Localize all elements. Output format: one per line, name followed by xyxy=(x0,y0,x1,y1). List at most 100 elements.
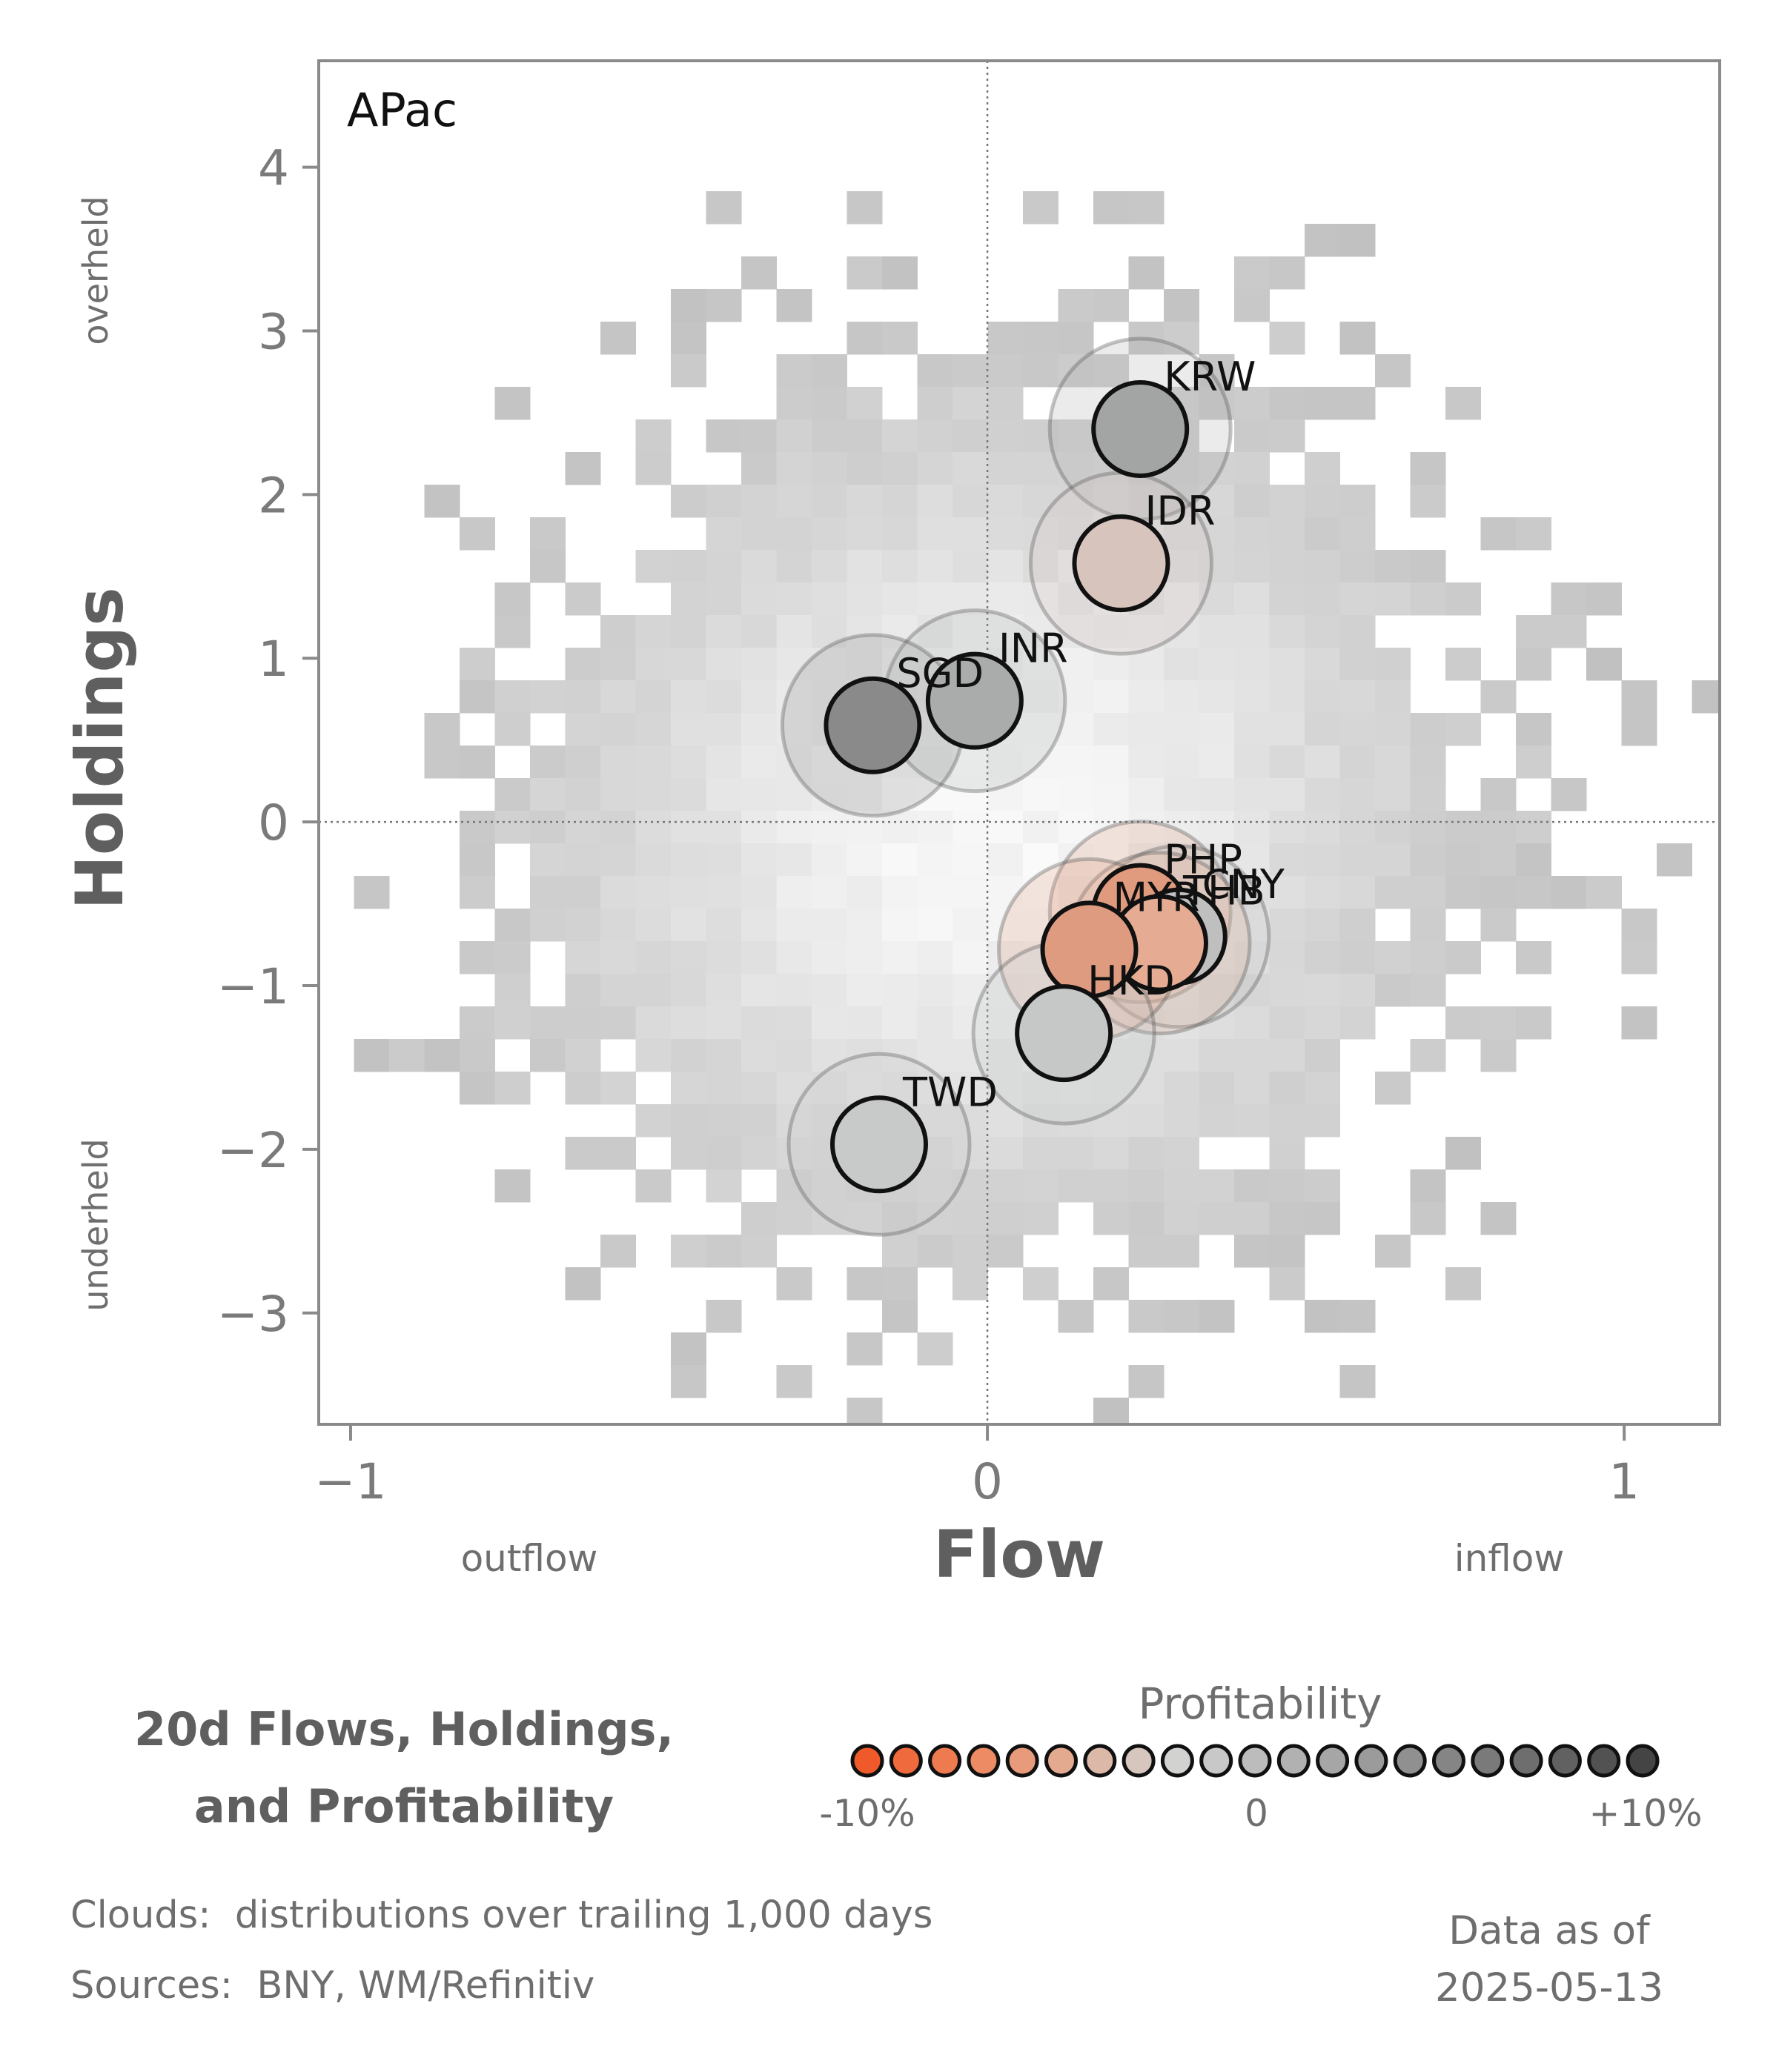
cloud-cell xyxy=(494,615,531,648)
cloud-cell xyxy=(530,1039,566,1072)
cloud-cell xyxy=(917,550,953,583)
cloud-cell xyxy=(1305,224,1340,257)
cloud-cell xyxy=(1305,1072,1340,1105)
cloud-cell xyxy=(953,354,988,388)
cloud-cell xyxy=(847,1267,883,1301)
cloud-cell xyxy=(1445,648,1481,681)
x-axis-ticks: −1 0 1 xyxy=(314,1424,1640,1510)
cloud-cell xyxy=(1234,1039,1270,1072)
cloud-cell xyxy=(1199,550,1235,583)
cloud-cell xyxy=(530,778,566,811)
cloud-cell xyxy=(600,1072,636,1105)
cloud-cell xyxy=(953,909,988,942)
cloud-cell xyxy=(882,876,918,909)
cloud-cell xyxy=(1551,876,1587,909)
cloud-cell xyxy=(1023,322,1059,355)
cloud-cell xyxy=(1199,354,1235,388)
cloud-cell xyxy=(494,1006,531,1040)
cloud-cell xyxy=(565,1137,601,1170)
cloud-cell xyxy=(1128,713,1165,746)
cloud-cell xyxy=(1199,485,1235,518)
cloud-cell xyxy=(494,1169,531,1203)
cloud-cell xyxy=(953,811,988,844)
cloud-cell xyxy=(565,713,601,746)
cloud-cell xyxy=(1410,974,1446,1007)
cloud-cell xyxy=(847,1332,883,1366)
point-label-myr: MYR xyxy=(1113,874,1200,920)
point-label-idr: IDR xyxy=(1144,488,1215,534)
cloud-cell xyxy=(706,1235,742,1268)
cloud-cell xyxy=(1269,387,1305,420)
colorbar-swatch xyxy=(889,1744,923,1778)
cloud-cell xyxy=(776,941,812,974)
cloud-cell xyxy=(1305,974,1340,1007)
cloud-cell xyxy=(882,615,918,648)
cloud-cell xyxy=(1586,582,1622,616)
cloud-cell xyxy=(882,550,918,583)
cloud-cell xyxy=(847,778,883,811)
cloud-cell xyxy=(847,909,883,942)
cloud-cell xyxy=(741,517,777,551)
cloud-cell xyxy=(882,778,918,811)
cloud-cell xyxy=(812,876,847,909)
colorbar-swatch xyxy=(1238,1744,1272,1778)
cloud-cell xyxy=(1551,778,1587,811)
cloud-cell xyxy=(1445,1137,1481,1170)
cloud-cell xyxy=(741,974,777,1007)
cloud-cell xyxy=(1234,778,1270,811)
cloud-cell xyxy=(1128,485,1165,518)
cloud-cell xyxy=(1269,941,1305,974)
cloud-cell xyxy=(1058,1104,1094,1138)
x-tick-label: −1 xyxy=(314,1453,386,1510)
cloud-cell xyxy=(1023,811,1059,844)
cloud-cell xyxy=(1128,1104,1165,1138)
cloud-cell xyxy=(565,746,601,779)
cloud-cell xyxy=(1128,680,1165,714)
cloud-cell xyxy=(847,648,883,681)
cloud-cell xyxy=(847,452,883,485)
cloud-cell xyxy=(565,582,601,616)
cloud-cell xyxy=(882,974,918,1007)
cloud-cell xyxy=(1199,1169,1235,1203)
cloud-cell xyxy=(1305,452,1340,485)
cloud-cell xyxy=(1164,811,1199,844)
cloud-cell xyxy=(1093,354,1129,388)
cloud-cell xyxy=(1375,876,1411,909)
x-tick-label: 0 xyxy=(972,1453,1003,1510)
cloud-cell xyxy=(1058,1300,1094,1333)
cloud-cell xyxy=(882,582,918,616)
cloud-cell xyxy=(706,1039,742,1072)
cloud-cell xyxy=(1023,746,1059,779)
cloud-cell xyxy=(1269,713,1305,746)
cloud-cell xyxy=(1058,1137,1094,1170)
cloud-cell xyxy=(1128,256,1165,290)
cloud-cell xyxy=(1375,778,1411,811)
cloud-cell xyxy=(1093,746,1129,779)
cloud-cell xyxy=(1023,1202,1059,1235)
cloud-cell xyxy=(706,778,742,811)
cloud-cell xyxy=(917,746,953,779)
cloud-cell xyxy=(987,582,1024,616)
cloud-cell xyxy=(706,843,742,877)
point-label-cny: CNY xyxy=(1202,861,1285,908)
cloud-cell xyxy=(1480,876,1517,909)
cloud-cell xyxy=(600,1006,636,1040)
cloud-cell xyxy=(1234,974,1270,1007)
cloud-cell xyxy=(494,1072,531,1105)
cloud-cell xyxy=(1516,876,1551,909)
cloud-cell xyxy=(600,941,636,974)
cloud-cell xyxy=(1269,811,1305,844)
cloud-cell xyxy=(776,354,812,388)
cloud-cell xyxy=(847,876,883,909)
cloud-cell xyxy=(917,419,953,453)
cloud-cell xyxy=(1093,1137,1129,1170)
cloud-cell xyxy=(460,876,495,909)
cloud-cell xyxy=(1445,387,1481,420)
cloud-cell xyxy=(671,1072,706,1105)
cloud-cell xyxy=(1480,680,1517,714)
cloud-cell xyxy=(1234,419,1270,453)
cloud-cell xyxy=(1269,1235,1305,1268)
cloud-cell xyxy=(1410,452,1446,485)
cloud-cell xyxy=(1234,1104,1270,1138)
